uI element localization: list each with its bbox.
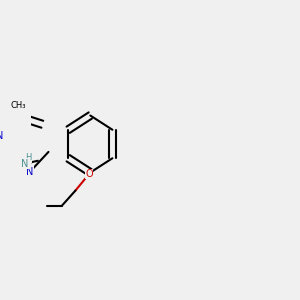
Text: N: N <box>0 131 3 141</box>
Text: N: N <box>26 167 34 177</box>
Text: N: N <box>21 159 28 169</box>
Text: O: O <box>85 169 93 179</box>
Text: H: H <box>25 153 32 162</box>
Text: CH₃: CH₃ <box>10 101 26 110</box>
